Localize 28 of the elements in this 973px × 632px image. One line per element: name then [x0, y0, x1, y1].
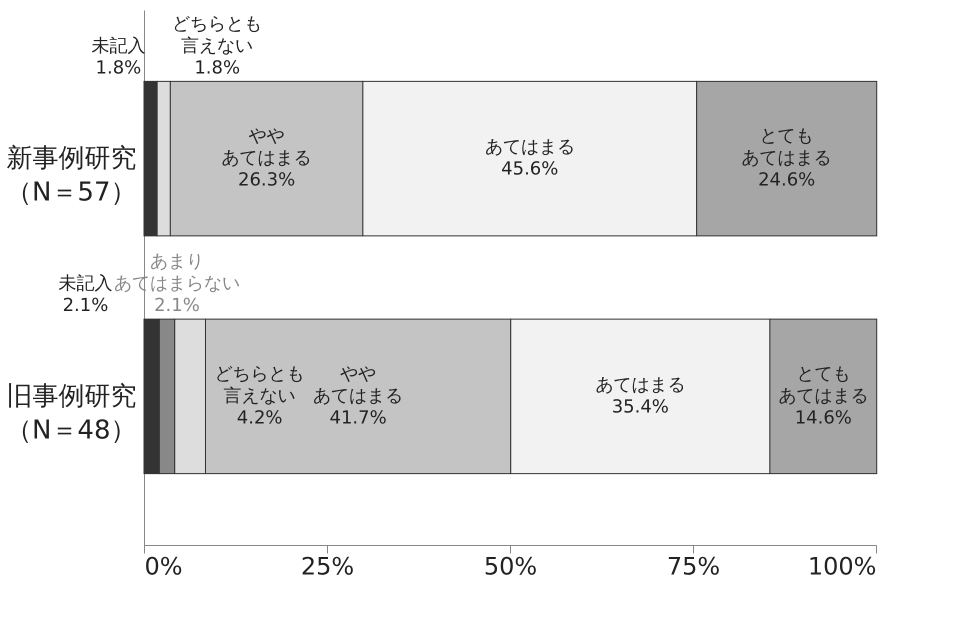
data-label: 41.7%	[330, 407, 387, 428]
x-tick-label: 50%	[484, 552, 538, 580]
y-tick-label: 旧事例研究（N＝48）	[6, 381, 136, 446]
x-tick-label: 25%	[300, 552, 354, 580]
data-label: 14.6%	[794, 407, 852, 428]
data-label: 2.1%	[62, 295, 108, 316]
text: どちらとも言えない	[172, 13, 262, 56]
y-tick-label: 新事例研究（N＝57）	[6, 144, 136, 208]
x-tick-label: 75%	[666, 552, 720, 580]
series-label: ややあてはまる	[222, 126, 312, 169]
data-label: 26.3%	[238, 170, 296, 191]
series-label: 未記入	[91, 35, 146, 56]
text: とてもあてはまる	[742, 126, 832, 169]
series-label: とてもあてはまる	[778, 363, 868, 406]
data-label: 24.6%	[758, 170, 816, 191]
x-tick-label: 0%	[144, 552, 183, 580]
text: 未記入	[58, 273, 112, 294]
series-label: あてはまる	[484, 136, 575, 158]
data-label: 45.6%	[501, 158, 558, 180]
data-label: 35.4%	[612, 396, 669, 418]
data-label: 2.1%	[154, 295, 200, 316]
data-label: 1.8%	[194, 57, 240, 78]
data-label: 1.8%	[96, 57, 142, 78]
text: あてはまる	[595, 374, 686, 396]
data-label: 4.2%	[236, 407, 283, 428]
x-tick-label: 100%	[808, 552, 876, 580]
series-label: どちらとも言えない	[214, 363, 305, 406]
text: ややあてはまる	[313, 363, 404, 406]
